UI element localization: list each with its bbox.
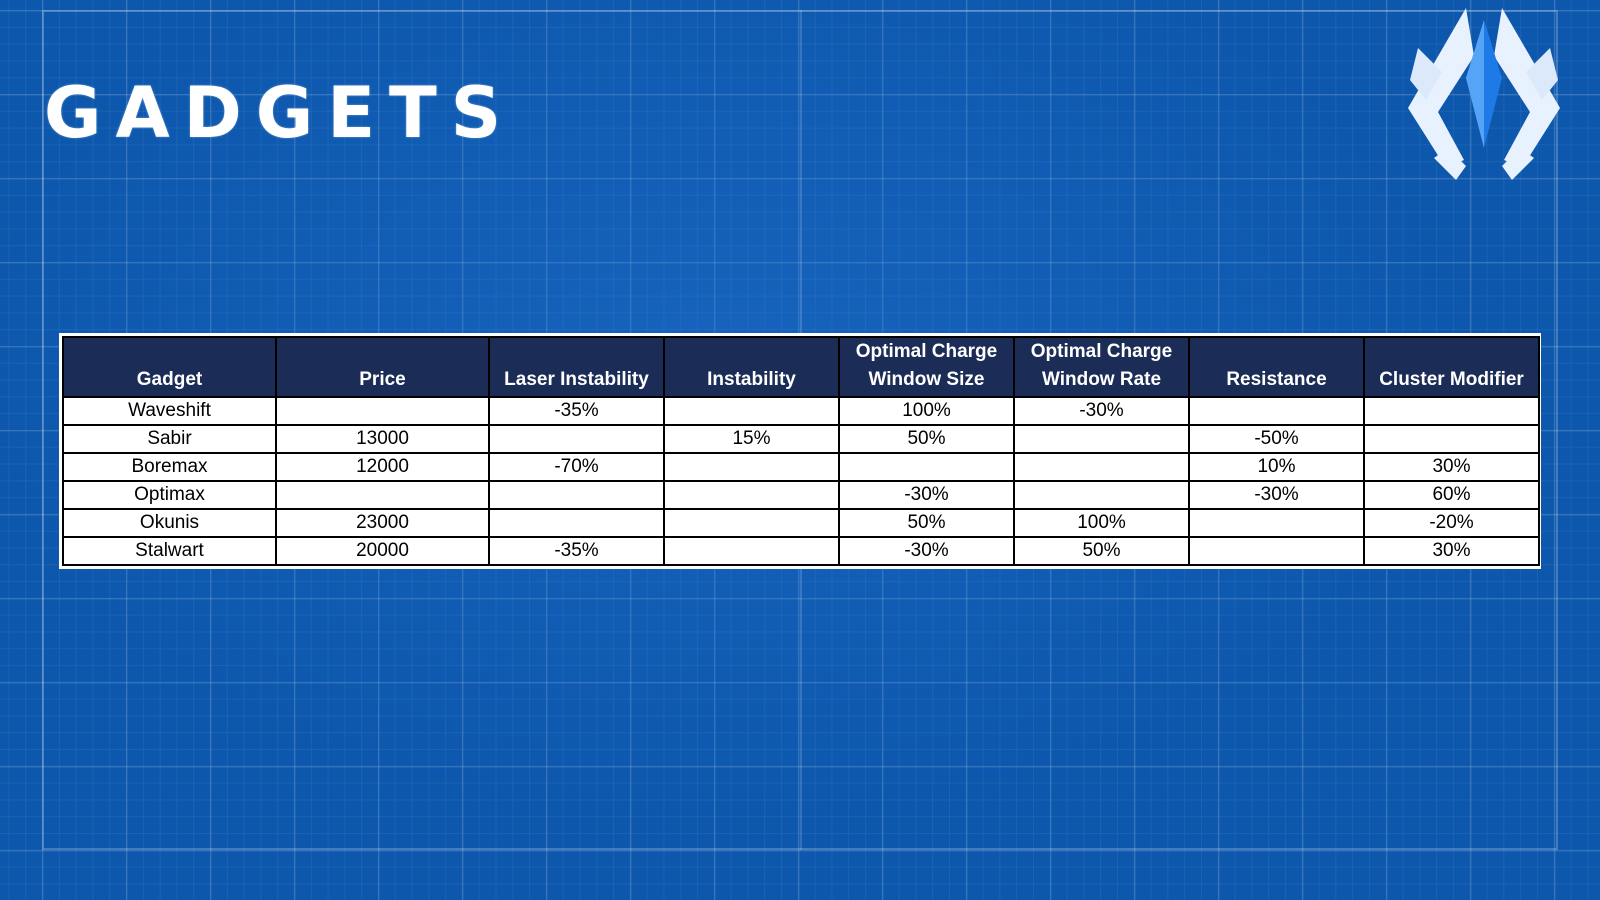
- table-row: Stalwart 20000 -35% -30% 50% 30%: [62, 536, 1540, 566]
- table-cell: -30%: [838, 480, 1015, 510]
- table-cell: 50%: [1013, 536, 1190, 566]
- table-cell: 10%: [1188, 452, 1365, 482]
- table-cell: 12000: [275, 452, 490, 482]
- table-cell: Boremax: [62, 452, 277, 482]
- table-cell: 30%: [1363, 536, 1540, 566]
- gadgets-table: Gadget Price Laser Instability Instability O…: [62, 336, 1540, 566]
- table-cell: 50%: [838, 508, 1015, 538]
- table-cell: [1013, 480, 1190, 510]
- blueprint-frame: [42, 10, 1558, 850]
- table-cell: Waveshift: [62, 396, 277, 426]
- table-cell: 20000: [275, 536, 490, 566]
- column-header: Optimal Charge Window Size: [838, 336, 1015, 398]
- page-title: GADGETS: [44, 72, 516, 154]
- column-header-text: Optimal Charge: [1030, 341, 1173, 362]
- table-cell: 100%: [838, 396, 1015, 426]
- table-row: Optimax -30% -30% 60%: [62, 480, 1540, 510]
- table-cell: [838, 452, 1015, 482]
- table-cell: [1363, 424, 1540, 454]
- table-cell: 13000: [275, 424, 490, 454]
- column-header-text: Optimal Charge: [855, 341, 998, 362]
- column-header-text: Gadget: [136, 369, 203, 390]
- table-cell: [1188, 536, 1365, 566]
- table-cell: [663, 508, 840, 538]
- column-header: Instability: [663, 336, 840, 398]
- table-cell: [488, 480, 665, 510]
- column-header-text: Price: [359, 369, 406, 390]
- table-cell: -30%: [1188, 480, 1365, 510]
- column-header: Optimal Charge Window Rate: [1013, 336, 1190, 398]
- table-cell: -20%: [1363, 508, 1540, 538]
- table-row: Waveshift -35% 100% -30%: [62, 396, 1540, 426]
- table-cell: -30%: [838, 536, 1015, 566]
- logo-right-wing: [1494, 8, 1560, 168]
- table-cell: [488, 508, 665, 538]
- column-header-text: Window Rate: [1041, 369, 1162, 390]
- table-cell: [1188, 508, 1365, 538]
- table-cell: [663, 396, 840, 426]
- table-cell: -35%: [488, 536, 665, 566]
- table-cell: [1013, 452, 1190, 482]
- table-cell: [663, 480, 840, 510]
- table-cell: Stalwart: [62, 536, 277, 566]
- logo-center-blade-highlight: [1466, 20, 1484, 148]
- table-cell: [663, 536, 840, 566]
- column-header: Cluster Modifier: [1363, 336, 1540, 398]
- column-header-text: Laser Instability: [504, 369, 649, 390]
- table-cell: 30%: [1363, 452, 1540, 482]
- column-header: Resistance: [1188, 336, 1365, 398]
- logo-left-claw: [1410, 48, 1442, 100]
- table-cell: [275, 396, 490, 426]
- column-header-text: Instability: [707, 369, 796, 390]
- table-cell: [1363, 396, 1540, 426]
- table-cell: [663, 452, 840, 482]
- column-header: Price: [275, 336, 490, 398]
- table-cell: -35%: [488, 396, 665, 426]
- table-cell: 100%: [1013, 508, 1190, 538]
- table-row: Okunis 23000 50% 100% -20%: [62, 508, 1540, 538]
- column-header-text: Window Size: [868, 369, 985, 390]
- table-cell: 15%: [663, 424, 840, 454]
- table-body: Waveshift -35% 100% -30% Sabir 13000 15% 50% -50…: [62, 396, 1540, 566]
- logo-bottom-right-hook: [1502, 148, 1534, 180]
- table-cell: Optimax: [62, 480, 277, 510]
- table-cell: Okunis: [62, 508, 277, 538]
- table-cell: -70%: [488, 452, 665, 482]
- table-cell: 50%: [838, 424, 1015, 454]
- table-cell: -30%: [1013, 396, 1190, 426]
- table-row: Boremax 12000 -70% 10% 30%: [62, 452, 1540, 482]
- logo-bottom-left-hook: [1434, 148, 1466, 180]
- table-cell: [488, 424, 665, 454]
- diamond-arrow-logo-icon: [1408, 8, 1560, 180]
- table-cell: Sabir: [62, 424, 277, 454]
- table-cell: 60%: [1363, 480, 1540, 510]
- column-header-text: Resistance: [1226, 369, 1327, 390]
- logo-right-claw: [1526, 48, 1558, 100]
- gadgets-table-container: Gadget Price Laser Instability Instability O…: [59, 333, 1541, 569]
- table-cell: -50%: [1188, 424, 1365, 454]
- table-cell: 23000: [275, 508, 490, 538]
- table-header-row: Gadget Price Laser Instability Instability O…: [62, 336, 1540, 398]
- table-cell: [275, 480, 490, 510]
- column-header: Gadget: [62, 336, 277, 398]
- logo-left-wing: [1408, 8, 1474, 168]
- table-cell: [1013, 424, 1190, 454]
- column-header: Laser Instability: [488, 336, 665, 398]
- table-row: Sabir 13000 15% 50% -50%: [62, 424, 1540, 454]
- column-header-text: Cluster Modifier: [1379, 369, 1524, 390]
- table-cell: [1188, 396, 1365, 426]
